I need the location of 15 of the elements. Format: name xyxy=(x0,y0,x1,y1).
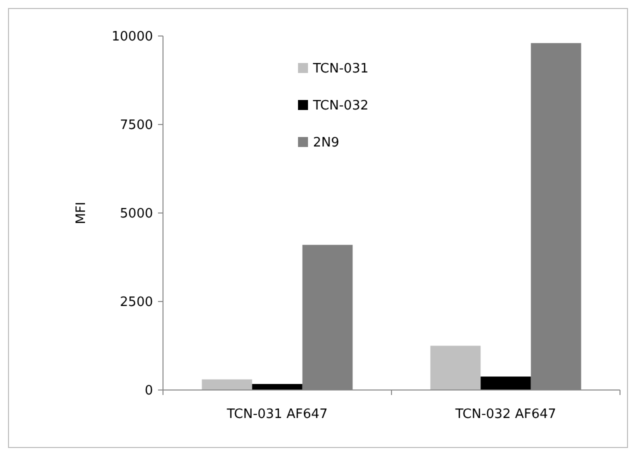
y-tick-label: 0 xyxy=(144,384,153,399)
legend-label: TCN-032 xyxy=(312,98,368,114)
y-tick-label: 7500 xyxy=(120,118,153,134)
bar xyxy=(430,346,481,390)
legend-label: 2N9 xyxy=(313,136,340,151)
x-tick-label: TCN-031 AF647 xyxy=(226,407,328,422)
legend-label: TCN-031 xyxy=(312,62,368,77)
bar xyxy=(202,379,252,390)
x-tick-label: TCN-032 AF647 xyxy=(454,407,556,422)
y-axis-title: MFI xyxy=(74,202,89,224)
bar xyxy=(252,384,302,390)
y-tick-label: 5000 xyxy=(120,206,153,222)
y-tick-label: 10000 xyxy=(112,30,153,45)
bar xyxy=(480,376,531,390)
y-tick-label: 2500 xyxy=(120,295,153,310)
